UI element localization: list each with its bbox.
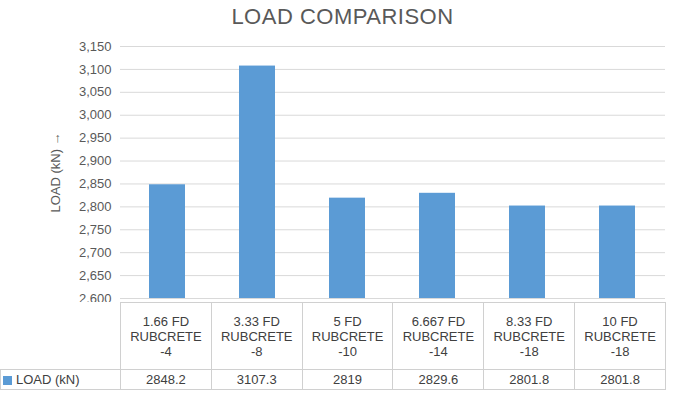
- svg-text:3,100: 3,100: [79, 62, 112, 77]
- html-text:LOAD COMPARISON: LOAD COMPARISON: [231, 4, 454, 29]
- html-text:2819: 2819: [333, 372, 362, 387]
- html-text:3.33 FD RUBCRETE -8: 3.33 FD RUBCRETE -8: [221, 313, 293, 359]
- html-text:LOAD (kN): LOAD (kN): [16, 372, 80, 387]
- html-text:2801.8: 2801.8: [509, 372, 550, 387]
- svg-text:2,900: 2,900: [79, 153, 112, 168]
- html-text:2829.6: 2829.6: [418, 372, 459, 387]
- svg-text:3,150: 3,150: [79, 39, 112, 54]
- svg-text:2,600: 2,600: [79, 291, 112, 302]
- html-text:1.66 FD RUBCRETE -4: 1.66 FD RUBCRETE -4: [130, 313, 202, 359]
- svg-text:2,700: 2,700: [79, 245, 112, 260]
- html-text:10 FD RUBCRETE -18: 10 FD RUBCRETE -18: [584, 313, 656, 359]
- html-text:8.33 FD RUBCRETE -18: 8.33 FD RUBCRETE -18: [493, 313, 565, 359]
- svg-text:2,950: 2,950: [79, 130, 112, 145]
- svg-text:LOAD (kN) →: LOAD (kN) →: [48, 132, 63, 212]
- html-text:6.667 FD RUBCRETE -14: 6.667 FD RUBCRETE -14: [402, 313, 475, 359]
- svg-text:2,850: 2,850: [79, 176, 112, 191]
- html-text:2801.8: 2801.8: [600, 372, 640, 387]
- html-text:2848.2: 2848.2: [146, 372, 186, 387]
- svg-text:2,650: 2,650: [79, 268, 112, 283]
- svg-text:2,800: 2,800: [79, 199, 112, 214]
- svg-text:2,750: 2,750: [79, 222, 112, 237]
- html-text:5 FD RUBCRETE -10: 5 FD RUBCRETE -10: [311, 313, 384, 359]
- html-text:3107.3: 3107.3: [236, 372, 277, 387]
- svg-text:3,000: 3,000: [79, 107, 112, 122]
- svg-text:3,050: 3,050: [79, 84, 112, 99]
